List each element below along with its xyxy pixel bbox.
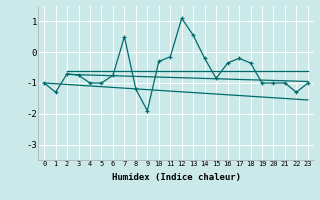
X-axis label: Humidex (Indice chaleur): Humidex (Indice chaleur) [111, 173, 241, 182]
